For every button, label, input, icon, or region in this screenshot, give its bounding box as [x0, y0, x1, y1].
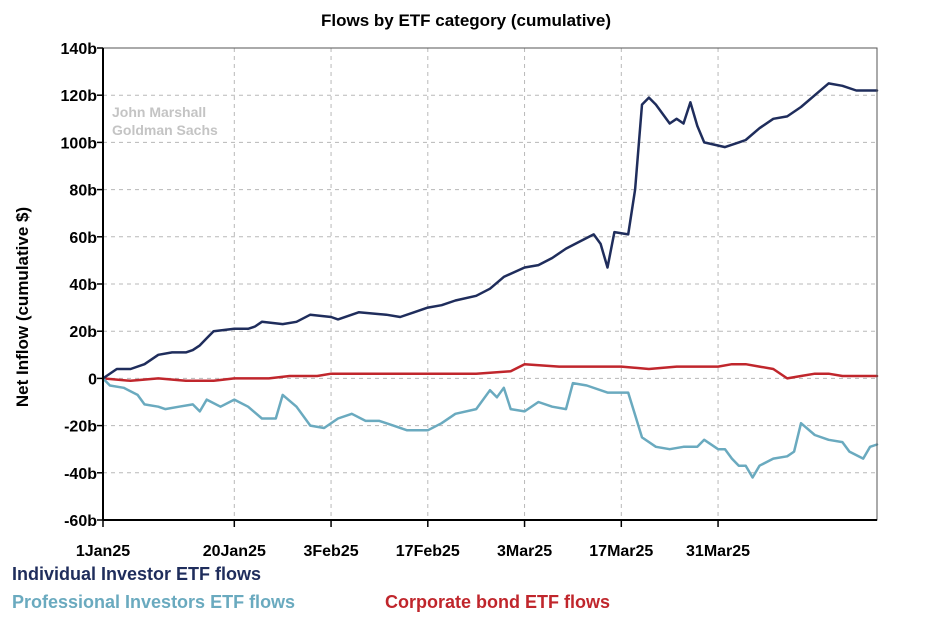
watermark-line-1: John Marshall	[112, 104, 206, 120]
watermark-line-2: Goldman Sachs	[112, 122, 218, 138]
legend-corporate-bond: Corporate bond ETF flows	[385, 592, 610, 612]
y-tick-label: 20b	[69, 324, 97, 341]
y-tick-label: 120b	[61, 88, 98, 105]
chart-axes	[97, 47, 878, 527]
y-tick-label: 40b	[69, 277, 97, 294]
series-line-professional-investors-etf-flows	[101, 377, 879, 479]
x-tick-label: 3Feb25	[303, 543, 358, 560]
legend-individual-investor: Individual Investor ETF flows	[12, 564, 262, 584]
y-tick-label: 60b	[69, 230, 97, 247]
chart-gridlines	[103, 47, 877, 520]
x-tick-label: 20Jan25	[203, 543, 266, 560]
chart-title: Flows by ETF category (cumulative)	[321, 11, 611, 30]
y-axis-label: Net Inflow (cumulative $)	[13, 207, 32, 407]
y-tick-label: -40b	[64, 466, 97, 483]
y-tick-label: 0	[88, 371, 97, 388]
series-line-individual-investor-etf-flows	[101, 82, 879, 380]
y-tick-label: 80b	[69, 183, 97, 200]
y-tick-label: -20b	[64, 419, 97, 436]
y-tick-label: -60b	[64, 513, 97, 530]
x-tick-labels: 1Jan25 20Jan25 3Feb25 17Feb25 3Mar25 17Mar25 3…	[76, 543, 750, 560]
y-tick-label: 100b	[61, 135, 98, 152]
y-tick-label: 140b	[61, 41, 98, 58]
legend-professional-investors: Professional Investors ETF flows	[12, 592, 296, 612]
series-line-corporate-bond-etf-flows	[101, 362, 879, 383]
x-tick-label: 17Mar25	[589, 543, 653, 560]
x-tick-label: 3Mar25	[497, 543, 552, 560]
y-tick-labels: 140b 120b 100b 80b 60b 40b 20b 0 -20b -40b -60b	[61, 41, 98, 530]
x-tick-label: 1Jan25	[76, 543, 130, 560]
x-tick-label: 31Mar25	[686, 543, 750, 560]
x-tick-label: 17Feb25	[396, 543, 460, 560]
chart-series-layer	[101, 82, 879, 479]
